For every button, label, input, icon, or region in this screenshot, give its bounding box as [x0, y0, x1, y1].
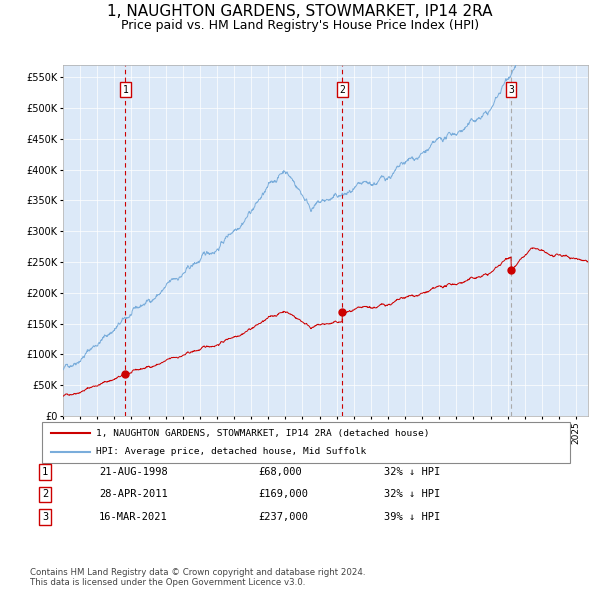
Text: 32% ↓ HPI: 32% ↓ HPI — [384, 490, 440, 499]
Text: 1: 1 — [122, 84, 128, 94]
Text: 2: 2 — [42, 490, 48, 499]
Text: Contains HM Land Registry data © Crown copyright and database right 2024.
This d: Contains HM Land Registry data © Crown c… — [30, 568, 365, 587]
Text: 21-AUG-1998: 21-AUG-1998 — [99, 467, 168, 477]
Text: 2: 2 — [339, 84, 345, 94]
Text: HPI: Average price, detached house, Mid Suffolk: HPI: Average price, detached house, Mid … — [96, 447, 366, 456]
Text: 32% ↓ HPI: 32% ↓ HPI — [384, 467, 440, 477]
Text: Price paid vs. HM Land Registry's House Price Index (HPI): Price paid vs. HM Land Registry's House … — [121, 19, 479, 32]
Text: 1, NAUGHTON GARDENS, STOWMARKET, IP14 2RA: 1, NAUGHTON GARDENS, STOWMARKET, IP14 2R… — [107, 4, 493, 19]
Text: 16-MAR-2021: 16-MAR-2021 — [99, 512, 168, 522]
Text: 3: 3 — [42, 512, 48, 522]
Text: 39% ↓ HPI: 39% ↓ HPI — [384, 512, 440, 522]
Text: £68,000: £68,000 — [258, 467, 302, 477]
Text: £237,000: £237,000 — [258, 512, 308, 522]
Text: 28-APR-2011: 28-APR-2011 — [99, 490, 168, 499]
Text: 1, NAUGHTON GARDENS, STOWMARKET, IP14 2RA (detached house): 1, NAUGHTON GARDENS, STOWMARKET, IP14 2R… — [96, 429, 430, 438]
Text: 1: 1 — [42, 467, 48, 477]
Text: 3: 3 — [508, 84, 514, 94]
Text: £169,000: £169,000 — [258, 490, 308, 499]
